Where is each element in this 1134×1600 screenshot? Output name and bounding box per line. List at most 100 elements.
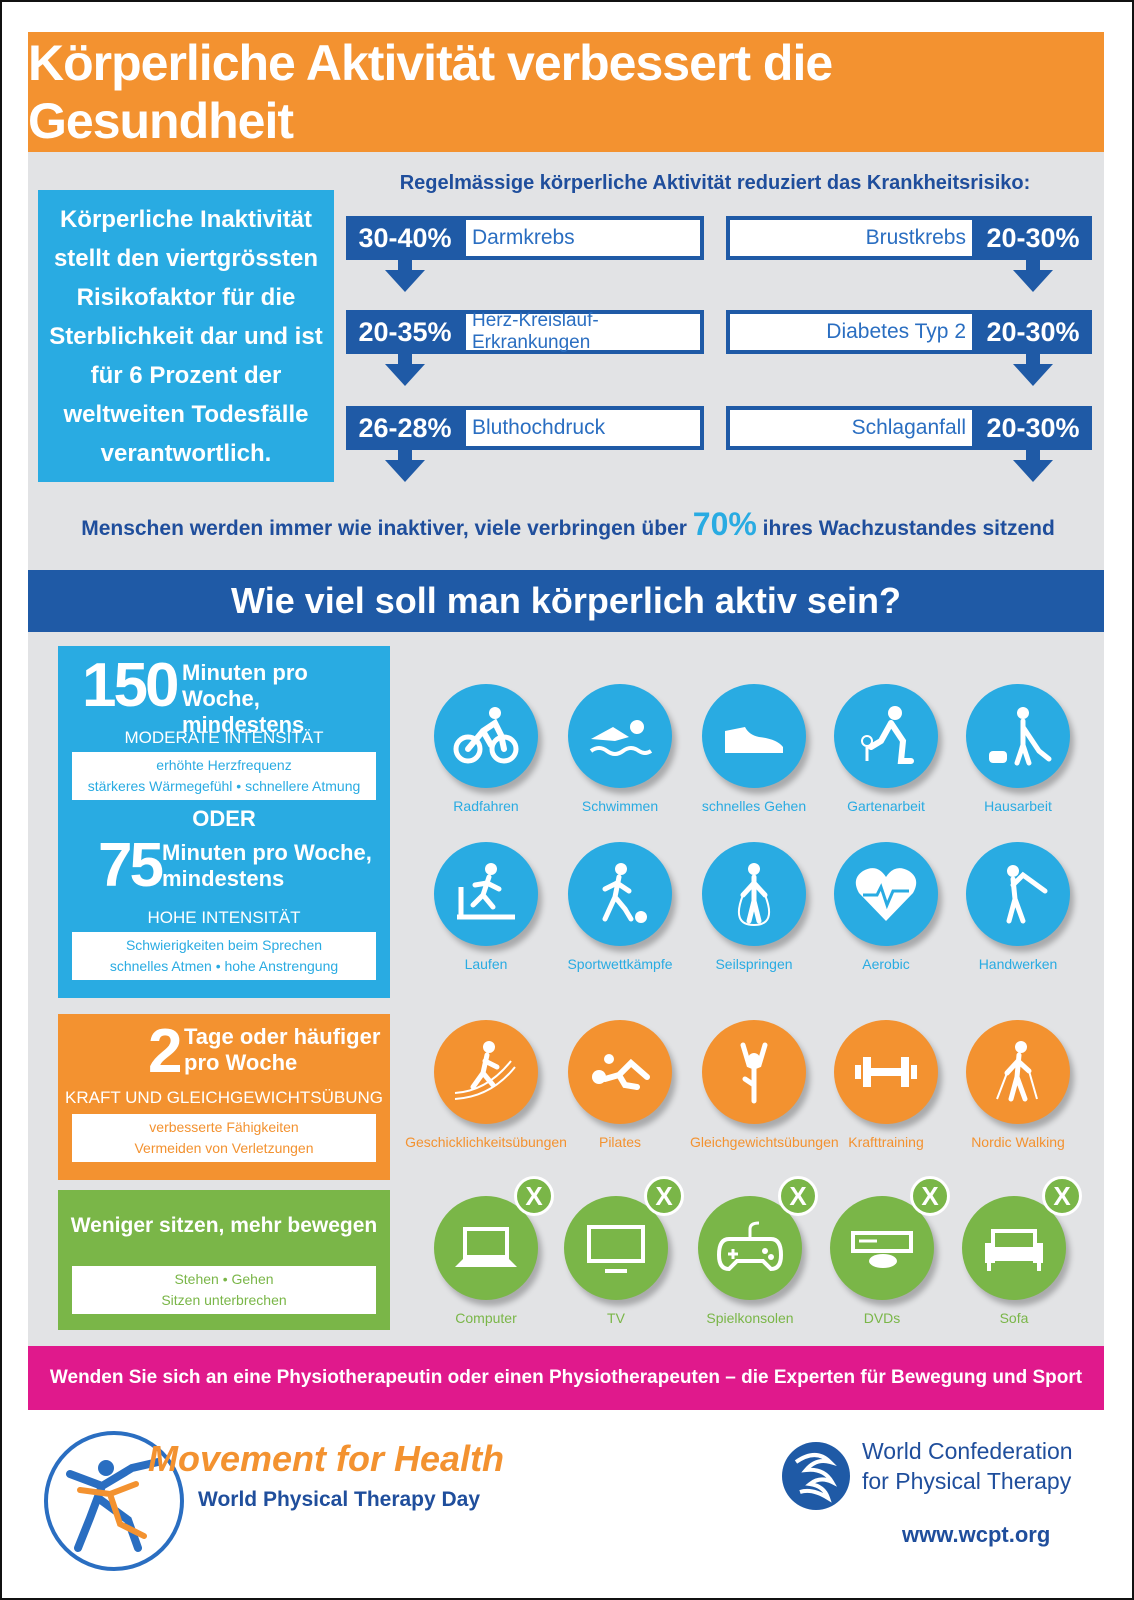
moderate-minutes: 150: [82, 651, 179, 720]
note-line: erhöhte Herzfrequenz: [156, 757, 292, 773]
campaign-title: Movement for Health: [148, 1438, 505, 1479]
unit-line: Minuten pro Woche,: [182, 660, 308, 711]
risk-row-left-3: 26-28% Bluthochdruck: [346, 406, 704, 482]
note-line: Vermeiden von Verletzungen: [134, 1140, 314, 1156]
wcpt-logo: World Confederation for Physical Therapy…: [780, 1438, 1100, 1570]
note-line: Stehen • Gehen: [174, 1271, 274, 1287]
x-icon: X: [644, 1176, 684, 1216]
high-intensity: HOHE INTENSITÄT: [147, 908, 301, 927]
risk-label-box: Schlaganfall: [726, 406, 976, 450]
risk-label: Bluthochdruck: [466, 410, 700, 446]
bicycle-icon: [434, 684, 538, 788]
activity-strength: Krafttraining: [822, 1020, 950, 1150]
activity-agility: Geschicklichkeitsübungen: [405, 1020, 567, 1150]
activity-aerobic: Aerobic: [822, 842, 950, 972]
unit-line: Minuten pro Woche,: [162, 840, 372, 865]
laptop-icon: X: [434, 1176, 554, 1300]
avoid-label: TV: [607, 1310, 625, 1326]
inactivity-text: Körperliche Inaktivität stellt den viert…: [49, 205, 323, 467]
treadmill-icon: [434, 842, 538, 946]
risk-label: Herz-Kreislauf-Erkrankungen: [466, 310, 700, 353]
gamepad-icon: X: [698, 1176, 818, 1300]
risk-label: Diabetes Typ 2: [730, 314, 972, 350]
high-note: Schwierigkeiten beim Sprechen schnelles …: [72, 932, 376, 980]
avoid-tv: X TV: [552, 1176, 684, 1326]
activity-label: Hausarbeit: [984, 798, 1052, 814]
activity-label: Handwerken: [978, 956, 1058, 972]
sitting-text-after: ihres Wachzustandes sitzend: [762, 517, 1055, 540]
wcpt-name: World Confederation for Physical Therapy: [862, 1436, 1073, 1496]
wcpt-website-link[interactable]: www.wcpt.org: [902, 1522, 1051, 1547]
activity-label: Laufen: [464, 956, 508, 972]
high-unit: Minuten pro Woche, mindestens: [162, 840, 372, 892]
strength-recommendation-box: 2 Tage oder häufiger pro Woche KRAFT UND…: [58, 1014, 390, 1180]
activity-pilates: Pilates: [556, 1020, 684, 1150]
wcpt-emblem-icon: [782, 1442, 850, 1510]
shoe-icon: [702, 684, 806, 788]
campaign-subtitle: World Physical Therapy Day: [198, 1488, 481, 1511]
unit-line: mindestens: [182, 712, 305, 737]
risk-label-box: Bluthochdruck: [462, 406, 704, 450]
activity-label: Seilspringen: [715, 956, 793, 972]
x-icon: X: [1042, 1176, 1082, 1216]
risk-percent: 30-40%: [346, 216, 464, 260]
golfer-icon: [966, 842, 1070, 946]
figure-logo-icon: [44, 1431, 184, 1571]
strength-days: 2: [148, 1017, 183, 1086]
activity-nordic-walking: Nordic Walking: [954, 1020, 1082, 1150]
activity-running: Laufen: [422, 842, 550, 972]
risk-row-right-3: Schlaganfall 20-30%: [726, 406, 1092, 482]
activity-jump-rope: Seilspringen: [690, 842, 818, 972]
org-line: World Confederation: [862, 1438, 1073, 1464]
activity-label: Gleichgewichtsübungen: [690, 1134, 839, 1150]
risk-row-left-1: 30-40% Darmkrebs: [346, 216, 704, 292]
arrow-stem: [398, 354, 412, 364]
aerobic-recommendation-box: 150 Minuten pro Woche, mindestens MODERA…: [58, 646, 390, 998]
high-minutes: 75: [98, 831, 164, 900]
note-line: Schwierigkeiten beim Sprechen: [125, 937, 323, 953]
note-line: schnelles Atmen • hohe Anstrengung: [109, 958, 339, 974]
risk-label: Schlaganfall: [730, 410, 972, 446]
risk-heading: Regelmässige körperliche Aktivität reduz…: [399, 172, 1031, 194]
moderate-note: erhöhte Herzfrequenz stärkeres Wärmegefü…: [72, 752, 376, 800]
agility-icon: [434, 1020, 538, 1124]
down-arrow-icon: [1013, 270, 1053, 292]
risk-label-box: Brustkrebs: [726, 216, 976, 260]
sit-less-box: Weniger sitzen, mehr bewegen Stehen • Ge…: [58, 1190, 390, 1330]
section-banner: Wie viel soll man körperlich aktiv sein?: [28, 570, 1104, 632]
sit-less-title: Weniger sitzen, mehr bewegen: [70, 1214, 378, 1237]
strength-type: KRAFT UND GLEICHGEWICHTSÜBUNG: [65, 1088, 383, 1107]
activity-balance: Gleichgewichtsübungen: [690, 1020, 839, 1150]
avoid-label: Sofa: [999, 1310, 1029, 1326]
unit-line: Tage oder häufiger: [184, 1024, 381, 1049]
balance-pose-icon: [702, 1020, 806, 1124]
sitting-statement: Menschen werden immer wie inaktiver, vie…: [40, 506, 1096, 543]
avoid-label: Computer: [455, 1310, 517, 1326]
strength-unit: Tage oder häufiger pro Woche: [184, 1024, 380, 1076]
arrow-stem: [1026, 260, 1040, 270]
activity-label: Geschicklichkeitsübungen: [405, 1134, 567, 1150]
activity-label: Sportwettkämpfe: [567, 956, 673, 972]
risk-row-left-2: 20-35% Herz-Kreislauf-Erkrankungen: [346, 310, 704, 386]
jump-rope-icon: [702, 842, 806, 946]
activity-crafts: Handwerken: [954, 842, 1082, 972]
risk-percent: 20-30%: [974, 310, 1092, 354]
avoid-sofa: X Sofa: [950, 1176, 1082, 1326]
activity-label: Nordic Walking: [971, 1134, 1065, 1150]
risk-label-box: Darmkrebs: [462, 216, 704, 260]
activity-cycling: Radfahren: [422, 684, 550, 814]
moderate-unit: Minuten pro Woche, mindestens: [182, 660, 390, 738]
risk-label-box: Diabetes Typ 2: [726, 310, 976, 354]
sitting-text-before: Menschen werden immer wie inaktiver, vie…: [81, 517, 687, 540]
activity-label: Pilates: [598, 1134, 642, 1150]
down-arrow-icon: [385, 364, 425, 386]
inactivity-box: Körperliche Inaktivität stellt den viert…: [38, 190, 334, 482]
avoid-label: DVDs: [863, 1310, 901, 1326]
pilates-icon: [568, 1020, 672, 1124]
dvd-player-icon: X: [830, 1176, 950, 1300]
tv-icon: X: [564, 1176, 684, 1300]
unit-line: mindestens: [162, 866, 285, 891]
note-line: Sitzen unterbrechen: [161, 1292, 287, 1308]
activity-label: Aerobic: [862, 956, 910, 972]
